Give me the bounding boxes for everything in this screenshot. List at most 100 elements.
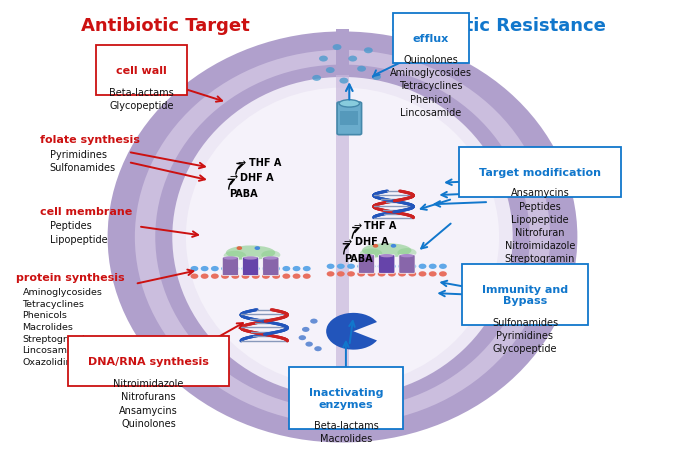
Ellipse shape: [221, 274, 229, 279]
Text: DHF A: DHF A: [355, 237, 388, 247]
Ellipse shape: [347, 272, 355, 277]
Ellipse shape: [397, 249, 416, 257]
Ellipse shape: [252, 274, 260, 279]
Ellipse shape: [292, 274, 301, 279]
Ellipse shape: [327, 264, 334, 269]
Ellipse shape: [303, 266, 311, 272]
Text: →: →: [238, 158, 246, 168]
Ellipse shape: [360, 249, 382, 259]
Ellipse shape: [299, 335, 306, 340]
Ellipse shape: [419, 264, 427, 269]
Text: Antibiotic Resistance: Antibiotic Resistance: [392, 17, 606, 35]
Text: Immunity and
Bypass: Immunity and Bypass: [482, 284, 568, 306]
Ellipse shape: [339, 100, 360, 108]
Text: Ansamycins
Peptides
Lipopeptide
Nitrofuran
Nitroimidazole
Streptogramin
Oxazolid: Ansamycins Peptides Lipopeptide Nitrofur…: [505, 188, 575, 277]
Ellipse shape: [232, 274, 239, 279]
Ellipse shape: [429, 272, 436, 277]
Wedge shape: [326, 313, 377, 350]
Ellipse shape: [362, 244, 412, 258]
Ellipse shape: [302, 327, 310, 332]
Text: folate synthesis: folate synthesis: [40, 135, 140, 145]
Text: Antibiotic Target: Antibiotic Target: [81, 17, 250, 35]
Bar: [340, 116, 358, 121]
Text: Nitroimidazole
Nitrofurans
Ansamycins
Quinolones: Nitroimidazole Nitrofurans Ansamycins Qu…: [113, 378, 184, 428]
Ellipse shape: [242, 274, 249, 279]
Ellipse shape: [272, 266, 280, 272]
Ellipse shape: [429, 264, 436, 269]
Text: Beta-lactams
Glycopeptide: Beta-lactams Glycopeptide: [110, 88, 174, 111]
Text: →: →: [229, 172, 238, 182]
Ellipse shape: [201, 274, 208, 279]
FancyBboxPatch shape: [222, 257, 238, 276]
Ellipse shape: [439, 264, 447, 269]
Ellipse shape: [173, 78, 512, 397]
Ellipse shape: [223, 257, 237, 260]
Text: Inactivating
enzymes: Inactivating enzymes: [309, 388, 383, 409]
Bar: [336, 30, 349, 75]
Text: Peptides
Lipopeptide: Peptides Lipopeptide: [50, 221, 108, 244]
Ellipse shape: [226, 246, 275, 260]
Ellipse shape: [327, 272, 334, 277]
Text: DNA/RNA synthesis: DNA/RNA synthesis: [88, 357, 209, 366]
Ellipse shape: [211, 274, 219, 279]
Ellipse shape: [348, 56, 357, 63]
Text: THF A: THF A: [364, 221, 397, 231]
Text: →: →: [353, 221, 362, 231]
Ellipse shape: [388, 264, 396, 269]
Ellipse shape: [211, 266, 219, 272]
Ellipse shape: [337, 264, 345, 269]
Ellipse shape: [232, 266, 239, 272]
Ellipse shape: [135, 51, 550, 424]
Text: PABA: PABA: [229, 188, 258, 199]
Text: Target modification: Target modification: [479, 167, 601, 177]
Ellipse shape: [408, 272, 416, 277]
Ellipse shape: [282, 274, 290, 279]
Ellipse shape: [314, 346, 322, 351]
Text: →: →: [344, 237, 352, 247]
Ellipse shape: [190, 274, 199, 279]
Ellipse shape: [303, 274, 311, 279]
Ellipse shape: [186, 88, 499, 387]
Text: THF A: THF A: [249, 158, 281, 168]
Ellipse shape: [398, 272, 406, 277]
FancyBboxPatch shape: [379, 255, 395, 274]
FancyBboxPatch shape: [263, 257, 279, 276]
Ellipse shape: [377, 272, 386, 277]
Ellipse shape: [340, 78, 348, 84]
Ellipse shape: [261, 251, 280, 260]
Ellipse shape: [223, 251, 246, 261]
Ellipse shape: [439, 272, 447, 277]
Ellipse shape: [262, 274, 270, 279]
Bar: [336, 75, 349, 388]
Ellipse shape: [319, 56, 328, 63]
FancyBboxPatch shape: [399, 255, 415, 274]
Ellipse shape: [358, 272, 365, 277]
Ellipse shape: [236, 247, 242, 250]
Ellipse shape: [282, 266, 290, 272]
Ellipse shape: [292, 266, 301, 272]
Ellipse shape: [390, 244, 397, 248]
Text: Quinolones
Aminoglycosides
Tetracyclines
Phenicol
Lincosamide: Quinolones Aminoglycosides Tetracyclines…: [390, 55, 472, 118]
Text: DHF A: DHF A: [240, 172, 274, 182]
Ellipse shape: [326, 68, 335, 74]
Ellipse shape: [358, 264, 365, 269]
Ellipse shape: [347, 264, 355, 269]
Ellipse shape: [306, 342, 313, 347]
Ellipse shape: [190, 266, 199, 272]
FancyBboxPatch shape: [358, 255, 375, 274]
FancyBboxPatch shape: [337, 103, 362, 135]
Text: Aminoglycosides
Tetracyclines
Phenicols
Macrolides
Streptogramin
Lincosamide
Oxa: Aminoglycosides Tetracyclines Phenicols …: [23, 288, 102, 366]
Ellipse shape: [398, 264, 406, 269]
Bar: [340, 121, 358, 125]
Text: cell membrane: cell membrane: [40, 206, 132, 216]
Ellipse shape: [364, 48, 373, 54]
Ellipse shape: [388, 272, 396, 277]
Ellipse shape: [264, 257, 277, 260]
Ellipse shape: [337, 272, 345, 277]
Text: PABA: PABA: [344, 253, 373, 263]
Ellipse shape: [368, 264, 375, 269]
Ellipse shape: [400, 255, 414, 258]
Ellipse shape: [221, 266, 229, 272]
Ellipse shape: [272, 274, 280, 279]
Text: efflux: efflux: [413, 34, 449, 44]
